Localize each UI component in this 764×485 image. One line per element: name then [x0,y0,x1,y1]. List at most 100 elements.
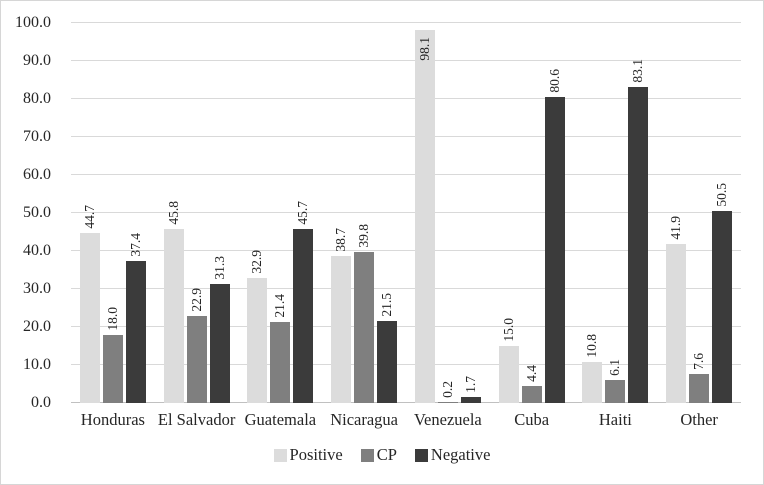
x-category-label: Cuba [514,410,550,429]
bar-value-label: 21.5 [379,293,395,317]
bar-cp: 21.4 [270,294,291,403]
bar-negative: 1.7 [460,376,481,403]
bar-value-label: 6.1 [607,359,623,376]
bar-negative: 21.5 [377,293,398,403]
bar-value-label: 38.7 [333,228,349,252]
bar-negative: 31.3 [209,256,230,403]
legend-item: Negative [414,445,491,465]
gridline [71,364,741,365]
bar-value-label: 22.9 [188,288,204,312]
legend-label: Positive [289,445,343,464]
bar-value-label: 7.6 [691,353,707,370]
bar-group: 38.7 39.8 21.5 [322,23,406,403]
legend-item: Positive [273,445,343,465]
bar-value-label: 37.4 [127,233,143,257]
bar-groups: 44.7 18.0 37.4 45.8 22.9 31.3 32.9 21.4 45.7 38.7… [71,23,741,403]
bar-group: 45.8 22.9 31.3 [155,23,239,403]
bar-cp: 22.9 [186,288,207,403]
bar-value-label: 15.0 [500,318,516,342]
bar-group: 44.7 18.0 37.4 [71,23,155,403]
y-tick-label: 50.0 [23,204,51,221]
bar-negative: 45.7 [293,201,314,403]
bar-positive: 45.8 [163,201,184,403]
bar-value-label: 83.1 [630,59,646,83]
y-tick-label: 40.0 [23,242,51,259]
bar-group: 98.1 0.2 1.7 [406,23,490,403]
bar-value-label: 32.9 [249,250,265,274]
bar-value-label: 39.8 [356,224,372,248]
bar-value-label: 50.5 [714,183,730,207]
bar-value-label: 10.8 [584,334,600,358]
x-axis-line [71,402,741,403]
y-tick-label: 30.0 [23,280,51,297]
bar-positive: 15.0 [498,318,519,403]
x-category-label: El Salvador [157,410,236,429]
gridline [71,136,741,137]
bar-cp: 7.6 [689,353,710,403]
x-category-label: Honduras [80,410,145,429]
bar-group: 32.9 21.4 45.7 [239,23,323,403]
x-category-label: Other [680,410,718,429]
bar-cp: 0.2 [437,381,458,403]
bar-cp: 18.0 [102,307,123,403]
bar-negative: 83.1 [628,59,649,403]
bar-value-label: 1.7 [462,376,478,393]
bar-cp: 6.1 [605,359,626,403]
bar-positive: 44.7 [79,205,100,403]
bar-value-label: 45.8 [165,201,181,225]
gridline [71,288,741,289]
x-category-label: Haiti [598,410,632,429]
gridline [71,60,741,61]
gridline [71,212,741,213]
legend-label: CP [376,445,397,464]
plot-area: 44.7 18.0 37.4 45.8 22.9 31.3 32.9 21.4 45.7 38.7… [71,22,741,403]
bar-value-label: 0.2 [439,381,455,398]
gridline [71,98,741,99]
x-category-label: Guatemala [244,410,317,429]
gridline [71,250,741,251]
y-tick-label: 80.0 [23,90,51,107]
legend-swatch [273,448,287,462]
y-tick-label: 10.0 [23,356,51,373]
bar-positive: 32.9 [247,250,268,403]
bar-value-label: 44.7 [81,205,97,229]
legend-item: CP [360,445,397,465]
bar-positive: 98.1 [414,30,435,403]
bar-value-label: 45.7 [295,201,311,225]
y-axis: 0.0 10.0 20.0 30.0 40.0 50.0 60.0 70.0 80.0 90.0 1… [1,1,61,484]
x-category-label: Nicaragua [330,410,399,429]
y-tick-label: 70.0 [23,128,51,145]
bar-group: 10.8 6.1 83.1 [574,23,658,403]
gridline [71,174,741,175]
bar-negative: 50.5 [712,183,733,403]
legend: Positive CP Negative [1,445,763,465]
legend-swatch [414,448,428,462]
bar-value-label: 18.0 [104,307,120,331]
y-tick-label: 90.0 [23,52,51,69]
bar-group: 15.0 4.4 80.6 [490,23,574,403]
x-axis: Honduras El Salvador Guatemala Nicaragua Ven… [71,410,741,430]
bar-cp: 39.8 [354,224,375,403]
gridline [71,326,741,327]
legend-swatch [360,448,374,462]
bar-value-label: 80.6 [546,69,562,93]
legend-label: Negative [430,445,491,464]
y-tick-label: 60.0 [23,166,51,183]
bar-positive: 41.9 [666,216,687,403]
bar-group: 41.9 7.6 50.5 [657,23,741,403]
bar-value-label: 21.4 [272,294,288,318]
bar-negative: 80.6 [544,69,565,403]
bar-value-label: 4.4 [523,365,539,382]
y-tick-label: 100.0 [15,14,51,31]
y-tick-label: 0.0 [31,394,51,411]
bar-negative: 37.4 [125,233,146,403]
bar-value-label: 31.3 [211,256,227,280]
bar-positive: 10.8 [582,334,603,403]
bar-value-label: 41.9 [668,216,684,240]
bar-value-label: 98.1 [416,37,432,61]
bar-cp: 4.4 [521,365,542,403]
gridline [71,22,741,23]
bar-positive: 38.7 [331,228,352,403]
x-category-label: Venezuela [413,410,482,429]
